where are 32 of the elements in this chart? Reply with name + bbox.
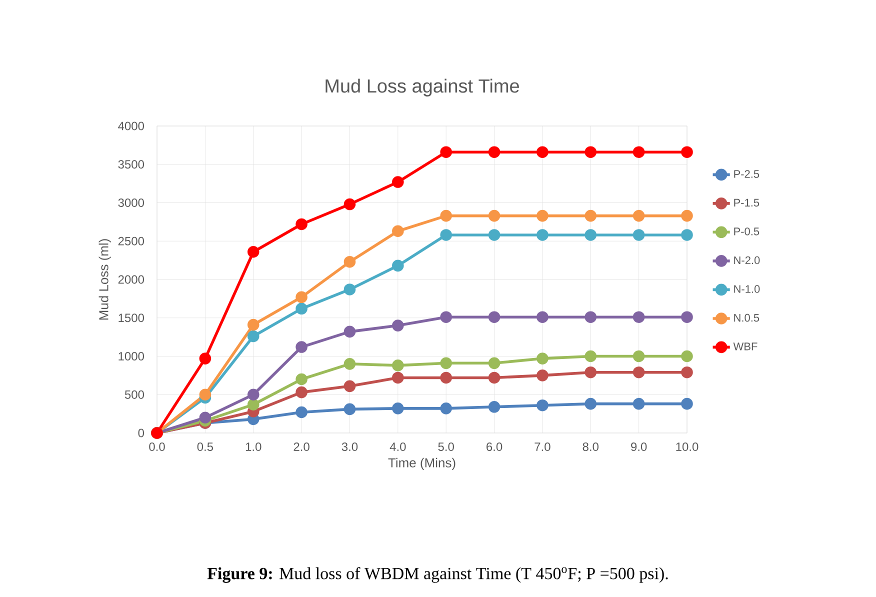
legend-label: P-2.5 [734,170,760,178]
legend-label: N-1.0 [734,285,760,293]
y-tick-label: 3500 [118,160,144,169]
x-axis-title: Time (Mins) [388,458,456,470]
x-tick-label: 7.0 [534,442,550,452]
x-tick-label: 8.0 [582,442,599,452]
x-tick-label: 0.5 [197,442,214,452]
x-tick-label: 4.0 [390,442,406,452]
y-axis-title: Mud Loss (ml) [98,239,111,320]
y-tick-label: 4000 [118,122,144,130]
legend-label: N.0.5 [734,314,760,322]
legend-label: P-0.5 [734,228,760,236]
y-tick-label: 3000 [118,198,144,207]
y-tick-label: 1500 [118,314,144,322]
y-tick-label: 2500 [118,236,144,246]
y-tick-label: 0 [138,428,144,438]
legend-label: N-2.0 [734,256,760,264]
chart-title: Mud Loss against Time [326,78,519,96]
text: Figure 9: Mud loss of WBDM against Time (T 450$^{o}$F; P =500 psi). [207,567,668,583]
x-tick-label: 3.0 [342,442,358,452]
legend-label: P-1.5 [734,198,760,207]
x-tick-label: 6.0 [486,442,502,452]
x-tick-label: 0.0 [149,442,165,452]
x-tick-label: 10.0 [676,442,698,452]
y-tick-label: 500 [124,390,144,399]
x-tick-label: 1.0 [246,442,262,452]
x-tick-label: 9.0 [631,442,647,452]
legend-label: WBF [733,342,758,350]
y-tick-label: 2000 [118,275,144,284]
x-tick-label: 5.0 [438,442,454,452]
y-tick-label: 1000 [118,352,144,360]
x-tick-label: 2.0 [294,442,310,452]
